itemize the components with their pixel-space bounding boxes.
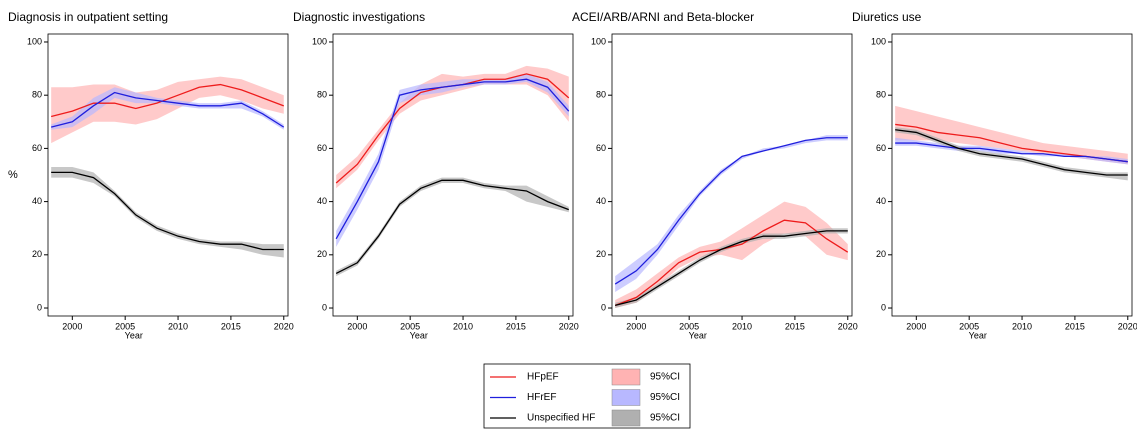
ci-band: [615, 201, 848, 309]
x-tick-label: 2005: [679, 321, 699, 331]
y-tick-label: 80: [596, 90, 606, 100]
legend-band-label: 95%CI: [650, 372, 680, 383]
ci-band: [615, 135, 848, 293]
y-tick-label: 0: [37, 302, 42, 312]
plot-frame: [611, 33, 853, 317]
plot-frame: [332, 33, 574, 317]
y-tick-label: 40: [876, 196, 886, 206]
x-tick-label: 2000: [906, 321, 926, 331]
y-tick-label: 60: [876, 143, 886, 153]
x-tick-label: 2020: [1118, 321, 1137, 331]
x-tick-label: 2015: [785, 321, 805, 331]
x-tick-label: 2020: [274, 321, 294, 331]
legend-band: [611, 389, 641, 406]
y-tick-label: 40: [596, 196, 606, 206]
x-tick-label: 2020: [838, 321, 858, 331]
line: [51, 83, 285, 118]
y-tick-label: 60: [32, 143, 42, 153]
y-tick-label: 20: [317, 249, 327, 259]
y-tick-label: 80: [876, 90, 886, 100]
line: [895, 129, 1128, 176]
x-tick-label: 2005: [959, 321, 979, 331]
panel-title: ACEI/ARB/ARNI and Beta-blocker: [572, 10, 754, 24]
y-tick-label: 20: [596, 249, 606, 259]
x-tick-label: 2020: [559, 321, 579, 331]
legend-label: Unspecified HF: [527, 413, 595, 424]
panel-title: Diagnostic investigations: [293, 10, 425, 24]
y-tick-label: 40: [32, 196, 42, 206]
y-tick-label: 80: [317, 90, 327, 100]
y-tick-label: 100: [312, 36, 327, 46]
line: [51, 91, 285, 128]
legend-band-label: 95%CI: [650, 392, 680, 403]
line: [615, 230, 848, 306]
line: [614, 219, 849, 306]
y-tick-label: 100: [27, 36, 42, 46]
y-tick-label: 0: [322, 302, 327, 312]
x-axis-label: Year: [410, 330, 428, 340]
ci-band: [51, 87, 284, 130]
y-tick-label: 20: [32, 249, 42, 259]
y-tick-label: 100: [871, 36, 886, 46]
x-tick-label: 2000: [347, 321, 367, 331]
plot-frame: [891, 33, 1133, 317]
y-tick-label: 80: [32, 90, 42, 100]
x-tick-label: 2010: [168, 321, 188, 331]
ci-band: [51, 167, 284, 258]
line: [614, 137, 848, 285]
legend-band-label: 95%CI: [650, 413, 680, 424]
panel-title: Diagnosis in outpatient setting: [8, 10, 168, 24]
ci-band: [895, 137, 1128, 165]
plot-frame: [47, 33, 289, 317]
ci-band: [336, 177, 569, 277]
y-tick-label: 40: [317, 196, 327, 206]
x-tick-label: 2010: [453, 321, 473, 331]
x-axis-label: Year: [125, 330, 143, 340]
x-axis-label: Year: [689, 330, 707, 340]
line: [335, 179, 570, 275]
y-tick-label: 60: [596, 143, 606, 153]
ci-band: [615, 228, 848, 309]
x-tick-label: 2015: [506, 321, 526, 331]
line: [895, 142, 1128, 163]
y-tick-label: 20: [876, 249, 886, 259]
legend-label: HFpEF: [527, 372, 559, 383]
x-tick-label: 2000: [626, 321, 646, 331]
ci-band: [336, 73, 569, 247]
ci-band: [895, 105, 1128, 165]
line: [335, 78, 570, 240]
legend-box: [483, 363, 691, 429]
y-tick-label: 0: [601, 302, 606, 312]
panel-title: Diuretics use: [852, 10, 922, 24]
legend-band: [611, 409, 641, 427]
x-tick-label: 2015: [221, 321, 241, 331]
x-tick-label: 2010: [732, 321, 752, 331]
y-axis-label: %: [8, 169, 18, 181]
x-axis-label: Year: [969, 330, 987, 340]
x-tick-label: 2005: [400, 321, 420, 331]
y-tick-label: 100: [591, 36, 606, 46]
y-tick-label: 60: [317, 143, 327, 153]
y-tick-label: 0: [881, 302, 886, 312]
legend-band: [611, 368, 641, 386]
x-tick-label: 2015: [1065, 321, 1085, 331]
line: [51, 171, 284, 251]
legend-label: HFrEF: [527, 392, 556, 403]
x-tick-label: 2010: [1012, 321, 1032, 331]
x-tick-label: 2005: [115, 321, 135, 331]
x-tick-label: 2000: [62, 321, 82, 331]
